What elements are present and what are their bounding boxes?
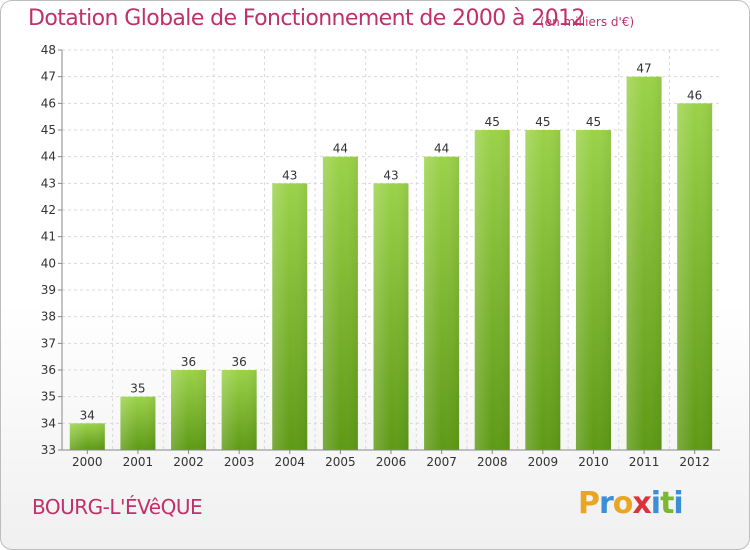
bar-shade — [171, 370, 207, 450]
bar-value-label: 44 — [434, 142, 449, 156]
logo-letter: t — [660, 486, 674, 521]
bar-value-label: 34 — [80, 408, 95, 422]
x-tick-label: 2011 — [629, 455, 660, 469]
bar-shade — [373, 183, 409, 451]
x-tick-label: 2002 — [173, 455, 204, 469]
bar-shade — [424, 156, 460, 450]
bar-value-label: 47 — [636, 62, 651, 76]
proxiti-logo: Proxiti — [578, 486, 684, 521]
x-tick-label: 2005 — [325, 455, 356, 469]
y-tick-label: 37 — [41, 336, 56, 350]
bar-shade — [322, 156, 358, 450]
y-tick-label: 46 — [41, 96, 56, 110]
x-tick-label: 2001 — [123, 455, 154, 469]
y-tick-label: 48 — [41, 43, 56, 57]
labels: 33 34 35 36 37 38 39 40 41 42 43 44 45 46 47 48 34 2000 35… — [41, 43, 710, 469]
commune-name: BOURG-L'ÉVêQUE — [32, 495, 203, 519]
bar-value-label: 45 — [485, 115, 500, 129]
logo-letter: i — [673, 486, 683, 521]
bar-value-label: 43 — [383, 168, 398, 182]
bar-value-label: 43 — [282, 168, 297, 182]
chart-unit-label: (en milliers d'€) — [540, 15, 635, 29]
x-tick-label: 2003 — [224, 455, 255, 469]
bar-value-label: 45 — [535, 115, 550, 129]
bar-shade — [221, 370, 257, 450]
logo-letter: o — [612, 486, 634, 521]
bar-shade — [525, 130, 561, 450]
x-tick-label: 2004 — [274, 455, 305, 469]
bar-shade — [120, 396, 156, 450]
y-tick-label: 45 — [41, 123, 56, 137]
bar-value-label: 45 — [586, 115, 601, 129]
y-tick-label: 38 — [41, 310, 56, 324]
y-tick-label: 39 — [41, 283, 56, 297]
bar-shade — [474, 130, 510, 450]
y-tick-label: 43 — [41, 176, 56, 190]
x-tick-label: 2008 — [477, 455, 508, 469]
logo-letter: x — [632, 486, 651, 521]
x-tick-label: 2006 — [376, 455, 407, 469]
chart-title: Dotation Globale de Fonctionnement de 20… — [28, 6, 586, 31]
x-tick-label: 2000 — [72, 455, 103, 469]
bars — [69, 76, 713, 451]
y-tick-label: 42 — [41, 203, 56, 217]
bar-value-label: 35 — [130, 382, 145, 396]
x-tick-label: 2009 — [528, 455, 559, 469]
y-tick-label: 36 — [41, 363, 56, 377]
bar-value-label: 36 — [181, 355, 196, 369]
logo-letter: P — [578, 486, 600, 521]
bar-value-label: 46 — [687, 88, 702, 102]
bar-shade — [677, 103, 713, 450]
y-tick-label: 40 — [41, 256, 56, 270]
y-tick-label: 33 — [41, 443, 56, 457]
y-tick-label: 47 — [41, 70, 56, 84]
bar-shade — [626, 76, 662, 451]
y-tick-label: 34 — [41, 416, 56, 430]
y-tick-label: 35 — [41, 390, 56, 404]
bar-value-label: 44 — [333, 142, 348, 156]
x-tick-label: 2012 — [679, 455, 710, 469]
x-tick-label: 2010 — [578, 455, 609, 469]
x-tick-label: 2007 — [426, 455, 457, 469]
logo-letter: r — [599, 486, 614, 521]
logo-letter: i — [650, 486, 661, 521]
bar-shade — [272, 183, 308, 451]
bar-value-label: 36 — [232, 355, 247, 369]
y-tick-label: 41 — [41, 230, 56, 244]
bar-shade — [69, 423, 105, 450]
bar-shade — [575, 130, 611, 450]
y-tick-label: 44 — [41, 150, 56, 164]
axes — [58, 49, 720, 454]
